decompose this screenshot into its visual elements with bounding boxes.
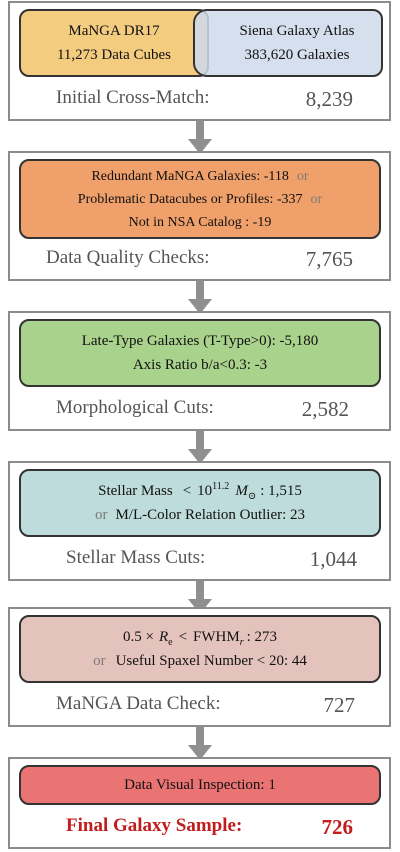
final-galaxy-sample-label: Final Galaxy Sample:	[66, 815, 243, 836]
down-arrow-icon	[188, 581, 212, 614]
final-galaxy-sample-value: 726	[321, 815, 354, 839]
late-type-galaxies-text: Late-Type Galaxies (T-Type>0): -5,180	[81, 333, 319, 349]
less-than-symbol: <	[182, 483, 192, 499]
spaxel-number-text: Useful Spaxel Number < 20: 44	[115, 653, 307, 669]
axis-ratio-text: Axis Ratio b/a<0.3: -3	[132, 357, 268, 373]
morphological-value: 2,582	[301, 397, 349, 421]
initial-cross-match-value: 8,239	[305, 87, 353, 111]
or-connector: or	[296, 168, 309, 184]
solar-mass-unit: M⊙	[235, 483, 257, 502]
or-connector: or	[93, 653, 106, 669]
data-quality-value: 7,765	[305, 247, 353, 271]
initial-cross-match-label: Initial Cross-Match:	[56, 87, 210, 108]
manga-count: 11,273 Data Cubes	[56, 47, 171, 63]
manga-data-check-value: 727	[323, 693, 356, 717]
stellar-mass-value-total: 1,044	[309, 547, 357, 571]
data-quality-label: Data Quality Checks:	[46, 247, 210, 268]
stage-final-galaxy-sample: Data Visual Inspection: 1 Final Galaxy S…	[8, 757, 391, 849]
down-arrow-icon	[188, 281, 212, 314]
not-in-nsa-row: Not in NSA Catalog : -19	[129, 211, 272, 234]
stellar-mass-value: : 1,515	[260, 483, 302, 499]
effective-radius-row: 0.5 × Re < FWHMr : 273	[123, 625, 277, 649]
data-quality-box: Redundant MaNGA Galaxies: -118 or Proble…	[19, 159, 381, 239]
siena-galaxy-atlas-box: Siena Galaxy Atlas 383,620 Galaxies	[193, 9, 383, 77]
siena-count: 383,620 Galaxies	[244, 47, 350, 63]
down-arrow-icon	[188, 431, 212, 464]
problematic-datacubes-row: Problematic Datacubes or Profiles: -337 …	[78, 188, 322, 211]
manga-dr17-box: MaNGA DR17 11,273 Data Cubes	[19, 9, 209, 77]
coefficient-text: 0.5 ×	[122, 629, 154, 645]
less-than-symbol: <	[178, 629, 188, 645]
redundant-manga-row: Redundant MaNGA Galaxies: -118 or	[91, 165, 308, 188]
redundant-manga-text: Redundant MaNGA Galaxies: -118	[91, 168, 289, 184]
effective-radius: Re	[158, 629, 173, 648]
manga-data-check-box: 0.5 × Re < FWHMr : 273 or Useful Spaxel …	[19, 615, 381, 683]
morphological-label: Morphological Cuts:	[56, 397, 214, 418]
mass-threshold: 1011.2	[197, 481, 230, 500]
manga-data-check-label: MaNGA Data Check:	[56, 693, 221, 714]
spaxel-number-row: or Useful Spaxel Number < 20: 44	[93, 649, 307, 673]
manga-title: MaNGA DR17	[68, 23, 160, 39]
ml-color-text: M/L-Color Relation Outlier: 23	[115, 507, 306, 523]
visual-inspection-box: Data Visual Inspection: 1	[19, 765, 381, 805]
stage-morphological-cuts: Late-Type Galaxies (T-Type>0): -5,180 Ax…	[8, 311, 391, 431]
stage-initial-cross-match: MaNGA DR17 11,273 Data Cubes Siena Galax…	[8, 1, 391, 121]
down-arrow-icon	[188, 121, 212, 154]
not-in-nsa-text: Not in NSA Catalog : -19	[128, 214, 272, 230]
stellar-mass-label: Stellar Mass Cuts:	[66, 547, 206, 568]
morphological-box: Late-Type Galaxies (T-Type>0): -5,180 Ax…	[19, 319, 381, 387]
stage-manga-data-check: 0.5 × Re < FWHMr : 273 or Useful Spaxel …	[8, 607, 391, 727]
stellar-mass-row: Stellar Mass < 1011.2 M⊙ : 1,515	[98, 479, 302, 503]
stage-data-quality-checks: Redundant MaNGA Galaxies: -118 or Proble…	[8, 151, 391, 281]
or-connector: or	[310, 191, 323, 207]
effective-radius-value: : 273	[246, 629, 278, 645]
or-connector: or	[94, 507, 108, 523]
siena-title: Siena Galaxy Atlas	[239, 23, 355, 39]
stellar-mass-box: Stellar Mass < 1011.2 M⊙ : 1,515 or M/L-…	[19, 469, 381, 537]
stage-stellar-mass-cuts: Stellar Mass < 1011.2 M⊙ : 1,515 or M/L-…	[8, 461, 391, 581]
stellar-mass-text: Stellar Mass	[98, 483, 173, 499]
problematic-datacubes-text: Problematic Datacubes or Profiles: -337	[77, 191, 303, 207]
ml-color-row: or M/L-Color Relation Outlier: 23	[95, 503, 305, 527]
down-arrow-icon	[188, 727, 212, 760]
visual-inspection-text: Data Visual Inspection: 1	[124, 777, 276, 793]
fwhm-text: FWHMr	[193, 629, 244, 648]
